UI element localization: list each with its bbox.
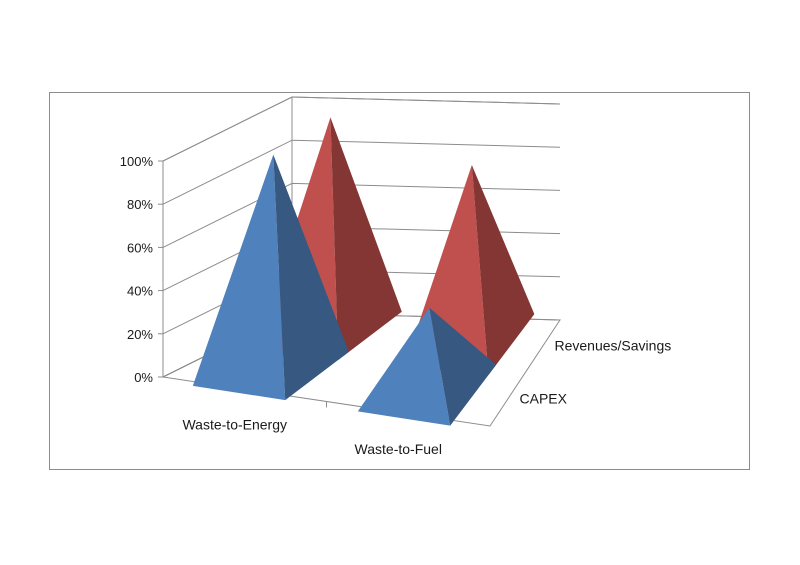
y-tick-label: 0% [134, 370, 153, 385]
y-tick-label: 40% [127, 284, 153, 299]
pyramid-capex-1 [357, 307, 497, 426]
gridline [162, 96, 561, 162]
series-label: Revenues/Savings [555, 338, 672, 354]
y-tick-label: 20% [127, 327, 153, 342]
category-label: Waste-to-Energy [182, 416, 287, 432]
pyramid-marks [192, 117, 535, 426]
gridline [162, 139, 561, 205]
series-label: CAPEX [520, 391, 568, 407]
category-label: Waste-to-Fuel [355, 441, 442, 457]
axis-labels: 0% 20% 40% 60% 80% 100% Waste-to-Energy Waste-t… [120, 154, 672, 457]
pyramid-front-face [192, 154, 286, 401]
pyramid-side-face [273, 154, 349, 401]
y-tick-label: 100% [120, 154, 154, 169]
pyramid-capex-0 [192, 154, 349, 401]
pyramid-front-face [357, 307, 451, 426]
pyramid-side-face [429, 307, 497, 426]
y-tick-label: 80% [127, 197, 153, 212]
pyramid-side-face [471, 165, 535, 375]
pyramid-side-face [330, 117, 402, 360]
y-tick-label: 60% [127, 240, 153, 255]
